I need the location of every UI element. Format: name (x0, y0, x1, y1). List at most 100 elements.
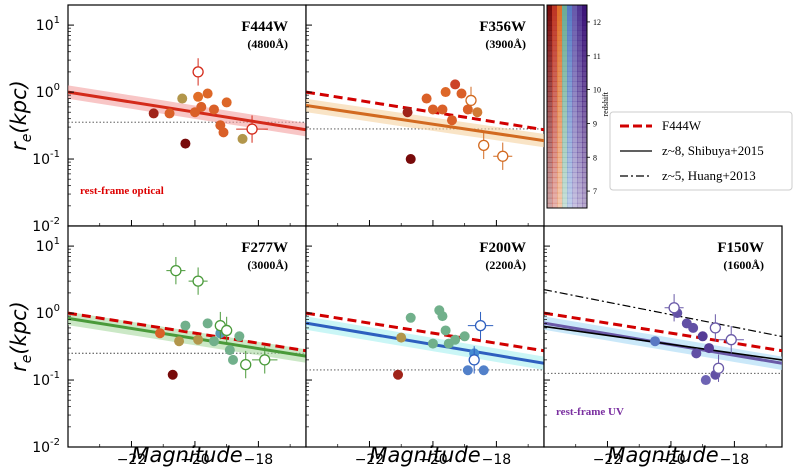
colorbar-cell (572, 65, 578, 72)
colorbar-cell (577, 131, 583, 138)
y-tick-label: 10-1 (32, 370, 60, 389)
colorbar-cell (547, 5, 553, 11)
y-tick-exponent: -1 (50, 370, 60, 381)
colorbar-cell (567, 131, 573, 138)
colorbar-cell (557, 136, 563, 143)
y-tick-label: 100 (36, 303, 60, 322)
colorbar-cell (567, 30, 573, 36)
colorbar-cell (582, 40, 588, 47)
open-point (240, 358, 252, 371)
colorbar-cell (577, 177, 583, 184)
colorbar-cell (567, 167, 573, 173)
colorbar-cell (582, 192, 588, 199)
colorbar-cell (562, 131, 568, 138)
f444w-reference-line (306, 90, 544, 132)
colorbar-cell (577, 101, 583, 107)
data-point (427, 338, 438, 349)
colorbar-cell (582, 182, 588, 189)
open-point (725, 334, 737, 346)
y-tick-label: 10-1 (32, 149, 60, 168)
colorbar-cell (562, 157, 568, 163)
open-point (259, 354, 271, 366)
colorbar-cell (577, 35, 583, 42)
y-axis-label-rest: (kpc) (7, 80, 31, 133)
colorbar-cell (567, 182, 573, 189)
colorbar-cell (582, 121, 588, 128)
colorbar-cell (562, 162, 568, 168)
colorbar-cell (562, 55, 568, 62)
colorbar-cell (562, 45, 568, 52)
colorbar-cell (582, 157, 588, 163)
colorbar-cell (547, 15, 553, 21)
data-point (167, 369, 178, 380)
data-point (472, 107, 483, 118)
colorbar-cell (572, 177, 578, 184)
data-point (440, 87, 451, 98)
colorbar-cell (552, 126, 558, 133)
colorbar-cell (552, 25, 558, 31)
colorbar-cell (552, 162, 558, 168)
data-point (396, 332, 407, 343)
colorbar-cell (577, 202, 583, 209)
open-point (465, 94, 477, 107)
colorbar-cell (572, 10, 578, 16)
colorbar-cell (547, 162, 553, 168)
colorbar-cell (562, 116, 568, 123)
data-point (196, 101, 207, 112)
colorbar-cell (552, 35, 558, 42)
colorbar-cell (547, 10, 553, 16)
colorbar-cell (577, 45, 583, 52)
colorbar-cell (562, 126, 568, 133)
colorbar-cell (567, 136, 573, 143)
colorbar-cell (557, 192, 563, 199)
colorbar-cell (552, 81, 558, 87)
colorbar-cell (577, 55, 583, 62)
colorbar-cell (567, 126, 573, 133)
colorbar-cell (562, 86, 568, 92)
colorbar-cell (557, 106, 563, 113)
colorbar-cell (557, 131, 563, 138)
colorbar-cell (557, 65, 563, 72)
colorbar-cell (552, 177, 558, 184)
colorbar-cell (547, 106, 553, 113)
colorbar-cell (582, 5, 588, 11)
colorbar-cell (552, 101, 558, 107)
fit-line (68, 90, 306, 132)
y-tick-exponent: -2 (50, 437, 60, 448)
colorbar-cell (562, 121, 568, 128)
colorbar-cell (547, 121, 553, 128)
panel-title: F277W (241, 240, 288, 256)
colorbar-cell (552, 10, 558, 16)
data-point (421, 93, 432, 104)
colorbar-cell (552, 20, 558, 26)
colorbar-cell (547, 187, 553, 194)
data-point (221, 97, 232, 108)
data-point (218, 127, 229, 138)
colorbar-cell (552, 86, 558, 92)
colorbar-cell (567, 177, 573, 184)
open-point (497, 150, 509, 162)
shibuya-line (544, 325, 782, 361)
colorbar-cell (562, 167, 568, 173)
colorbar-cell (572, 30, 578, 36)
colorbar-cell (567, 55, 573, 62)
colorbar-cell (577, 30, 583, 36)
colorbar-cell (552, 136, 558, 143)
colorbar-cell (562, 10, 568, 16)
colorbar-cell (572, 182, 578, 189)
colorbar-cell (562, 60, 568, 67)
colorbar-cell (547, 116, 553, 123)
colorbar-cell (547, 157, 553, 163)
colorbar-cell (582, 197, 588, 204)
data-point (691, 348, 702, 359)
colorbar-cell (582, 65, 588, 72)
x-tick-label: −18 (244, 452, 274, 468)
colorbar-cell (577, 40, 583, 47)
colorbar-cell (577, 65, 583, 72)
colorbar-cell (552, 40, 558, 47)
colorbar-cell (557, 157, 563, 163)
colorbar-cell (567, 197, 573, 204)
colorbar-cell (552, 96, 558, 102)
data-point (208, 336, 219, 347)
colorbar-cell (557, 91, 563, 97)
